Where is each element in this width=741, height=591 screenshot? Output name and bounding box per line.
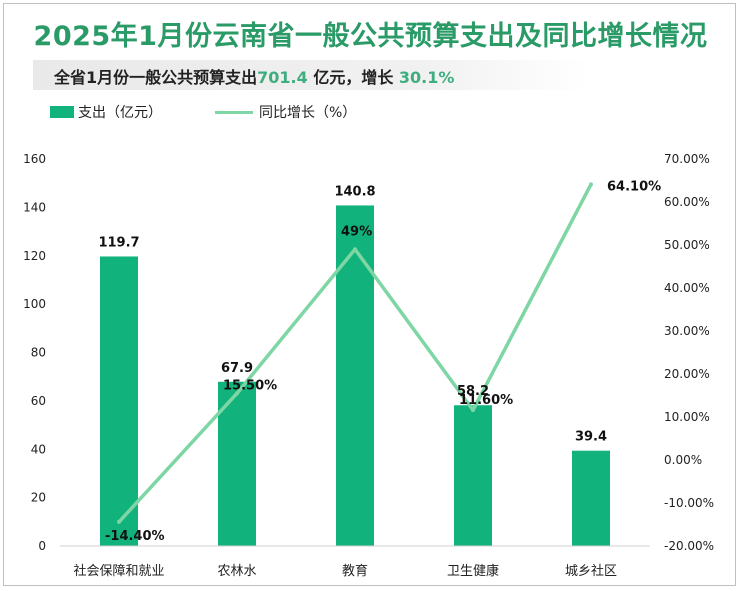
y-right-tick-label: 40.00% [664,281,710,295]
y-left-tick-label: 100 [23,297,46,311]
growth-value-label: 15.50% [223,378,277,393]
x-tick-label: 卫生健康 [447,563,499,579]
bar-value-label: 39.4 [575,430,607,445]
subtitle-growth: 30.1% [398,68,455,87]
growth-point-3 [471,408,475,413]
y-left-tick-label: 60 [31,394,46,408]
bar-value-label: 67.9 [221,361,253,376]
x-tick-label: 城乡社区 [565,563,617,579]
growth-value-label: 49% [341,224,372,239]
y-right-tick-label: 20.00% [664,367,710,381]
y-left-tick-label: 140 [23,200,46,214]
growth-point-2 [353,247,357,252]
bar-value-label: 58.2 [457,384,489,399]
x-tick-label: 教育 [342,563,368,579]
chart-subtitle: 全省1月份一般公共预算支出701.4 亿元，增长 30.1% [54,64,454,88]
subtitle-amount: 701.4 [257,68,308,87]
y-right-tick-label: 60.00% [664,195,710,209]
bar-4 [572,450,610,546]
growth-point-0 [117,519,121,524]
x-tick-label: 农林水 [217,564,256,579]
y-right-tick-label: -20.00% [664,539,714,553]
legend-label-bar: 支出（亿元） [78,105,162,121]
legend-swatch-bar [50,106,74,118]
legend-label-line: 同比增长（%） [259,105,357,121]
y-right-tick-label: 70.00% [664,152,710,166]
y-right-tick-label: -10.00% [664,496,714,510]
legend-item-line: 同比增长（%） [215,102,356,122]
bar-3 [454,405,492,546]
subtitle-prefix: 全省1月份一般公共预算支出 [54,68,258,87]
y-left-tick-label: 0 [38,539,46,553]
bar-value-label: 140.8 [334,184,375,199]
growth-point-4 [589,182,593,187]
legend-item-bar: 支出（亿元） [50,102,162,122]
y-right-tick-label: 0.00% [664,453,702,467]
bar-0 [100,256,138,546]
y-right-tick-label: 30.00% [664,324,710,338]
y-left-tick-label: 20 [31,491,46,505]
bar-value-label: 119.7 [98,235,139,250]
subtitle-band [33,60,588,90]
bar-2 [336,205,374,546]
y-right-tick-label: 50.00% [664,238,710,252]
growth-value-label: 11.60% [459,393,513,408]
y-right-tick-label: 10.00% [664,410,710,424]
subtitle-middle: 亿元，增长 [307,68,399,87]
y-left-tick-label: 40 [31,442,46,456]
legend-swatch-line [215,110,253,114]
x-tick-label: 社会保障和就业 [73,563,164,579]
growth-value-label: -14.40% [105,529,165,544]
y-left-tick-label: 80 [31,346,46,360]
chart-title: 2025年1月份云南省一般公共预算支出及同比增长情况 [33,21,708,52]
growth-value-label: 64.10% [607,179,661,194]
y-left-tick-label: 120 [23,249,46,263]
y-left-tick-label: 160 [23,152,46,166]
growth-point-1 [235,391,239,396]
